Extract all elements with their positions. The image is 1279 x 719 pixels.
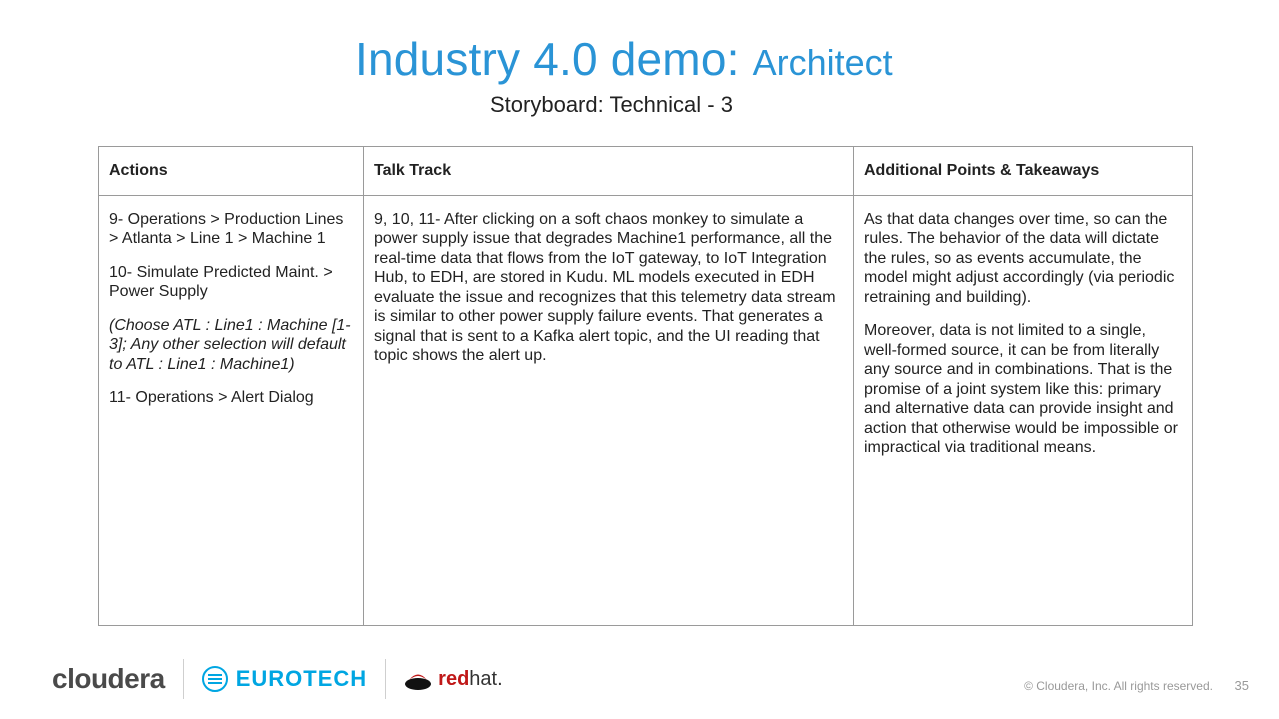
col-actions: Actions	[99, 147, 364, 196]
action-step: 10- Simulate Predicted Maint. > Power Su…	[109, 263, 353, 302]
cell-takeaways: As that data changes over time, so can t…	[854, 195, 1193, 625]
copyright-text: © Cloudera, Inc. All rights reserved.	[1024, 679, 1213, 693]
storyboard-table: Actions Talk Track Additional Points & T…	[98, 146, 1193, 626]
takeaway-paragraph: As that data changes over time, so can t…	[864, 210, 1182, 308]
subtitle: Storyboard: Technical - 3	[0, 92, 1279, 118]
eurotech-logo: EUROTECH	[184, 657, 385, 701]
slide: Industry 4.0 demo: Architect Storyboard:…	[0, 0, 1279, 719]
cell-talk: 9, 10, 11- After clicking on a soft chao…	[364, 195, 854, 625]
title-sub: Architect	[753, 42, 893, 83]
takeaway-paragraph: Moreover, data is not limited to a singl…	[864, 321, 1182, 458]
redhat-wordmark: redhat.	[438, 668, 502, 691]
page-number: 35	[1235, 678, 1249, 693]
cloudera-wordmark: cloudera	[52, 663, 165, 695]
action-step: 11- Operations > Alert Dialog	[109, 388, 353, 408]
cell-actions: 9- Operations > Production Lines > Atlan…	[99, 195, 364, 625]
cloudera-logo: cloudera	[52, 657, 183, 701]
redhat-icon	[404, 667, 432, 691]
col-takeaways: Additional Points & Takeaways	[854, 147, 1193, 196]
action-step: 9- Operations > Production Lines > Atlan…	[109, 210, 353, 249]
action-note: (Choose ATL : Line1 : Machine [1-3]; Any…	[109, 316, 353, 375]
col-talk: Talk Track	[364, 147, 854, 196]
eurotech-wordmark: EUROTECH	[236, 666, 367, 692]
table-header-row: Actions Talk Track Additional Points & T…	[99, 147, 1193, 196]
table-row: 9- Operations > Production Lines > Atlan…	[99, 195, 1193, 625]
title-main: Industry 4.0 demo:	[355, 33, 753, 85]
redhat-logo: redhat.	[386, 657, 520, 701]
logo-strip: cloudera EUROTECH redhat.	[52, 657, 521, 701]
talk-paragraph: 9, 10, 11- After clicking on a soft chao…	[374, 210, 843, 366]
title-block: Industry 4.0 demo: Architect	[0, 0, 1279, 86]
eurotech-icon	[202, 666, 228, 692]
